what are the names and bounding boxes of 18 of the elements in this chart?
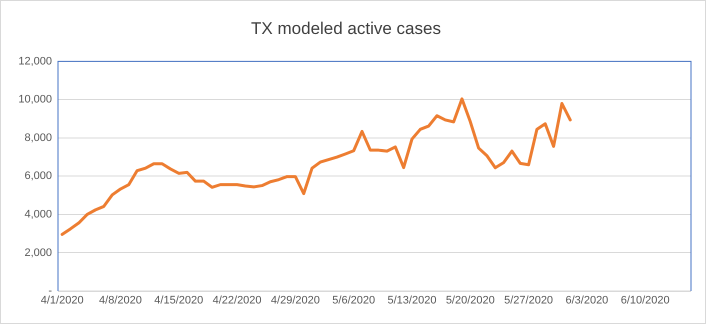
y-tick-label: 12,000 xyxy=(18,55,52,68)
x-tick-label: 6/10/2020 xyxy=(620,294,670,307)
x-tick-label: 4/1/2020 xyxy=(40,294,84,307)
x-tick-label: 5/6/2020 xyxy=(332,294,376,307)
x-tick-label: 5/20/2020 xyxy=(446,294,495,307)
y-tick-label: 4,000 xyxy=(24,208,52,220)
x-tick-label: 4/15/2020 xyxy=(154,294,204,307)
y-tick-label: 10,000 xyxy=(18,94,52,106)
x-tick-label: 5/27/2020 xyxy=(504,294,554,307)
x-tick-label: 4/22/2020 xyxy=(212,294,262,307)
y-tick-label: 2,000 xyxy=(24,246,52,259)
x-tick-label: 6/3/2020 xyxy=(565,294,608,307)
y-tick-label: 8,000 xyxy=(24,132,52,144)
x-tick-label: 4/29/2020 xyxy=(270,294,320,307)
x-tick-label: 5/13/2020 xyxy=(388,294,436,307)
y-tick-label: 6,000 xyxy=(24,170,52,182)
chart-title: TX modeled active cases xyxy=(251,18,441,38)
x-tick-label: 4/8/2020 xyxy=(99,294,142,307)
